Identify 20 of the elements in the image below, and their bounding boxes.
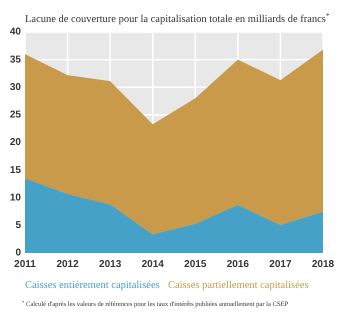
text: Caisses entièrement capitalisées — [25, 280, 160, 291]
x-tick-label: 2014 — [142, 259, 164, 270]
y-tick-label: 30 — [10, 82, 22, 93]
x-tick-label: 2012 — [56, 259, 80, 270]
x-tick-label: 2011 — [14, 259, 36, 270]
y-tick-label: 25 — [10, 110, 22, 121]
x-tick-label: 2015 — [184, 259, 207, 270]
y-tick-label: 15 — [10, 164, 22, 176]
y-tick-label: 20 — [10, 137, 22, 148]
y-tick-label: 0 — [15, 248, 22, 259]
y-tick-label: 35 — [10, 54, 22, 66]
y-tick-label: 40 — [10, 26, 22, 38]
x-tick-label: 2013 — [99, 259, 122, 270]
x-tick-label: 2018 — [312, 259, 335, 270]
x-tick-label: 2016 — [226, 259, 250, 270]
chart-title: Lacune de couverture pour la capitalisation totale en milliards de francs$^{*}$ — [25, 10, 330, 25]
y-tick-label: 10 — [10, 192, 22, 204]
text: Caisses partiellement capitalisées — [168, 280, 309, 291]
y-tick-label: 5 — [15, 220, 22, 232]
x-tick-label: 2017 — [269, 259, 292, 270]
